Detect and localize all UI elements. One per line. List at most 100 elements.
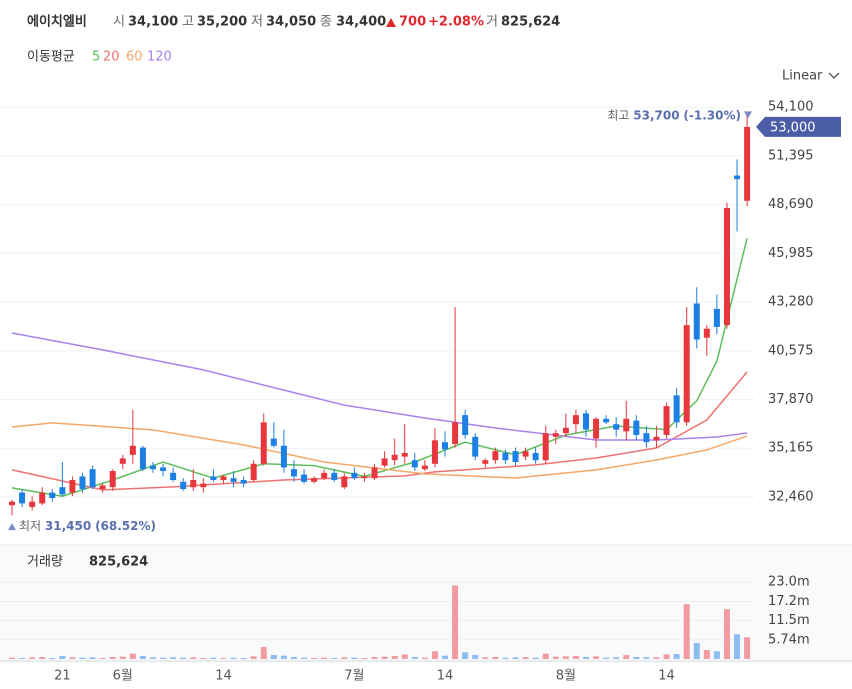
candle-body: [79, 476, 86, 490]
volume-bar: [351, 657, 358, 659]
volume-bar: [623, 654, 630, 659]
volume-bar: [502, 657, 509, 659]
open-label: 시: [113, 15, 125, 30]
min-annotation: 최저 31,450 (68.52%): [19, 519, 156, 533]
candle-body: [522, 451, 529, 457]
y-tick-label: 37,870: [768, 392, 814, 407]
y-tick-label: 51,395: [768, 148, 814, 163]
min-marker: [8, 523, 16, 531]
candle-body: [683, 325, 690, 423]
volume-bar: [240, 657, 247, 659]
volume-title: 거래량: [27, 555, 63, 570]
volume-bar: [99, 657, 106, 659]
volume-bar: [683, 604, 690, 659]
volume-bar: [744, 637, 751, 659]
candle-body: [623, 418, 630, 432]
volume-bar: [411, 656, 418, 659]
candle-body: [452, 422, 459, 444]
volume-bar: [673, 653, 680, 659]
up-arrow-icon: [386, 18, 396, 27]
volume-bar: [633, 656, 640, 659]
volume-bar: [512, 657, 519, 659]
volume-bar: [532, 657, 539, 659]
candle-body: [190, 480, 197, 488]
candle-body: [260, 422, 267, 464]
volume-bar: [89, 657, 96, 659]
candle-body: [693, 303, 700, 340]
volume-bar: [311, 657, 318, 659]
volume-bar: [210, 657, 217, 659]
dropdown-chevron[interactable]: [828, 72, 840, 79]
y-tick-label: 17.2m: [768, 594, 810, 609]
y-tick-label: 40,575: [768, 343, 814, 358]
candle-body: [240, 480, 247, 484]
candle-body: [442, 442, 449, 450]
candle-body: [431, 440, 438, 464]
candle-body: [230, 478, 237, 482]
candle-body: [119, 458, 126, 464]
volume-bar: [180, 657, 187, 659]
volume-bar: [381, 656, 388, 659]
candle-body: [381, 458, 388, 466]
volume-bar: [522, 656, 529, 659]
volume-bar: [301, 657, 308, 659]
candle-body: [603, 418, 610, 423]
candle-body: [321, 472, 328, 479]
candle-body: [502, 452, 509, 461]
volume-bar: [149, 657, 156, 659]
scale-selector[interactable]: Linear: [782, 69, 823, 84]
candle-body: [462, 415, 469, 435]
max-value: 53,700: [633, 108, 679, 122]
volume-bar: [69, 657, 76, 659]
candle-body: [139, 447, 146, 470]
volume-bar: [431, 651, 438, 659]
volume-bar: [542, 653, 549, 659]
candle-body: [421, 465, 428, 470]
low-label: 저: [251, 15, 263, 30]
volume-bar: [270, 654, 277, 659]
candle-body: [49, 492, 56, 499]
volume-bar: [421, 657, 428, 659]
candle-body: [69, 480, 76, 493]
volume-value: 825,624: [501, 15, 560, 30]
x-tick-label: 6월: [113, 669, 133, 684]
y-tick-label: 23.0m: [768, 575, 810, 590]
volume-bar: [260, 646, 267, 659]
volume-bar: [341, 657, 348, 659]
candle-body: [341, 476, 348, 488]
volume-bar: [371, 656, 378, 659]
volume-bar: [613, 657, 620, 659]
candle-body: [663, 406, 670, 435]
candle-body: [290, 469, 297, 477]
high-label: 고: [182, 15, 194, 30]
candle-body: [542, 433, 549, 461]
stock-name: 에이치엘비: [27, 14, 87, 30]
candle-body: [411, 460, 418, 468]
last-price-badge: [756, 116, 841, 137]
candle-body: [160, 467, 167, 472]
volume-bar: [250, 656, 257, 659]
min-change: (68.52%): [95, 519, 156, 533]
volume-label: 거: [486, 15, 498, 30]
volume-bar: [139, 655, 146, 659]
volume-bar: [220, 657, 227, 659]
volume-bar: [79, 657, 86, 659]
candle-body: [250, 463, 257, 481]
max-label: 최고: [607, 108, 629, 122]
ma-legend-entry: 20: [103, 50, 120, 65]
volume-bar: [603, 657, 610, 659]
candle-body: [472, 436, 479, 457]
change-value: 700: [399, 15, 426, 30]
candle-body: [220, 476, 227, 481]
candle-body: [280, 445, 287, 468]
x-tick-label: 14: [215, 669, 232, 684]
x-tick-label: 14: [437, 669, 454, 684]
candle-body: [643, 433, 650, 443]
ma-legend-entry: 5: [92, 50, 100, 65]
volume-bar: [462, 652, 469, 659]
candle-body: [270, 438, 277, 446]
candle-body: [180, 481, 187, 490]
candle-body: [401, 452, 408, 457]
volume-bar: [160, 657, 167, 659]
